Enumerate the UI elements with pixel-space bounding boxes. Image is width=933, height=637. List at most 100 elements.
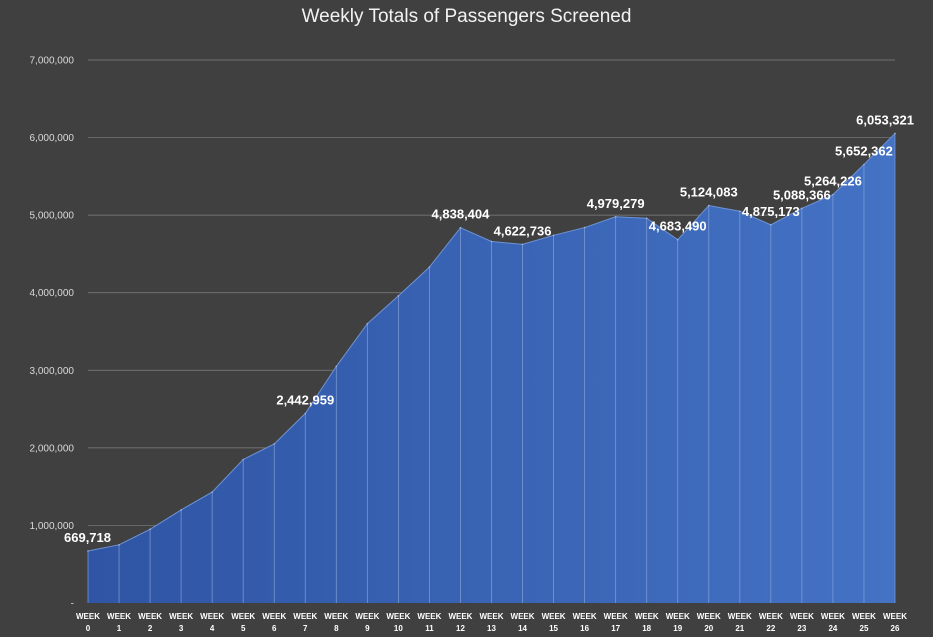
y-tick-label: 4,000,000 [30,288,75,299]
data-point [832,193,834,196]
data-point [801,207,803,210]
x-tick-number: 9 [365,624,370,633]
data-label: 4,979,279 [587,196,645,211]
x-tick-number: 21 [735,624,744,633]
data-label: 669,718 [64,530,111,545]
data-point [118,544,120,546]
x-tick-label: WEEK [169,612,193,621]
x-tick-label: WEEK [386,612,410,621]
data-label: 5,264,226 [804,174,862,189]
data-point [428,266,431,268]
data-label: 4,838,404 [432,207,491,222]
x-tick-number: 13 [487,624,496,633]
x-tick-label: WEEK [697,612,721,621]
x-tick-label: WEEK [293,612,317,621]
data-point [676,238,679,241]
x-tick-label: WEEK [852,612,876,621]
x-tick-number: 20 [704,624,713,633]
x-tick-label: WEEK [200,612,224,621]
x-tick-number: 19 [673,624,682,633]
x-tick-number: 14 [518,624,527,633]
x-tick-number: 25 [860,624,869,633]
data-point [739,210,741,213]
x-tick-label: WEEK [883,612,907,621]
x-tick-number: 11 [425,624,434,633]
data-point [242,458,244,461]
x-tick-label: WEEK [604,612,628,621]
x-tick-label: WEEK [790,612,814,621]
x-axis: WEEK 0 WEEK 1 WEEK 2 WEEK 3 WEEK 4 WEEK 5 WEEK 6 WEEK 7… [76,612,907,633]
x-tick-number: 12 [456,624,465,633]
data-point [459,226,462,229]
y-axis: - 1,000,000 2,000,000 3,000,000 4,000,000 5,0… [30,56,75,610]
x-tick-label: WEEK [76,612,100,621]
data-point [273,443,276,445]
data-point [149,528,151,531]
x-tick-label: WEEK [417,612,441,621]
x-tick-label: WEEK [542,612,566,621]
data-point [304,412,307,415]
y-tick-label: 6,000,000 [30,133,75,144]
data-label: 2,442,959 [276,392,334,407]
y-tick-label: 3,000,000 [30,366,75,377]
x-tick-label: WEEK [107,612,131,621]
x-tick-number: 2 [148,624,153,633]
x-tick-label: WEEK [231,612,255,621]
x-tick-label: WEEK [759,612,783,621]
data-label: 4,622,736 [494,223,552,238]
x-tick-label: WEEK [821,612,845,621]
x-tick-number: 18 [642,624,651,633]
x-tick-label: WEEK [324,612,348,621]
x-tick-label: WEEK [728,612,752,621]
data-label: 5,124,083 [680,185,738,200]
x-tick-number: 0 [86,624,91,633]
x-tick-number: 8 [334,624,339,633]
y-tick-label: 5,000,000 [30,211,75,222]
x-tick-label: WEEK [262,612,286,621]
data-point [583,226,586,229]
y-tick-label: 2,000,000 [30,443,75,454]
x-tick-label: WEEK [511,612,535,621]
x-tick-number: 15 [549,624,558,633]
x-tick-number: 17 [611,624,620,633]
x-tick-label: WEEK [480,612,504,621]
x-tick-number: 23 [797,624,806,633]
data-point [366,322,369,325]
data-point [521,243,524,246]
x-tick-label: WEEK [666,612,690,621]
data-label: 6,053,321 [856,112,914,127]
data-point [645,217,648,220]
x-tick-number: 3 [179,624,184,633]
data-point [87,550,89,552]
y-tick-label: 1,000,000 [30,521,75,532]
data-point [397,295,400,297]
x-tick-number: 22 [766,624,775,633]
x-tick-label: WEEK [448,612,472,621]
data-point [211,491,213,493]
y-tick-label: 7,000,000 [30,56,75,67]
x-tick-number: 16 [580,624,589,633]
drop-lines [87,132,896,603]
data-point [552,234,555,237]
x-tick-label: WEEK [355,612,379,621]
x-tick-number: 1 [117,624,122,633]
x-tick-number: 7 [303,624,308,633]
x-tick-number: 6 [272,624,277,633]
x-tick-number: 5 [241,624,246,633]
data-point [614,215,617,218]
data-label: 5,088,366 [773,187,831,202]
x-tick-number: 4 [210,624,215,633]
x-tick-label: WEEK [138,612,162,621]
x-tick-number: 24 [828,624,837,633]
data-point [894,132,896,135]
x-tick-number: 26 [891,624,900,633]
data-point [335,365,338,368]
data-point [863,163,865,166]
y-tick-label: - [71,599,74,610]
data-label: 4,683,490 [649,219,707,234]
data-label: 4,875,173 [742,204,800,219]
data-point [770,224,772,226]
